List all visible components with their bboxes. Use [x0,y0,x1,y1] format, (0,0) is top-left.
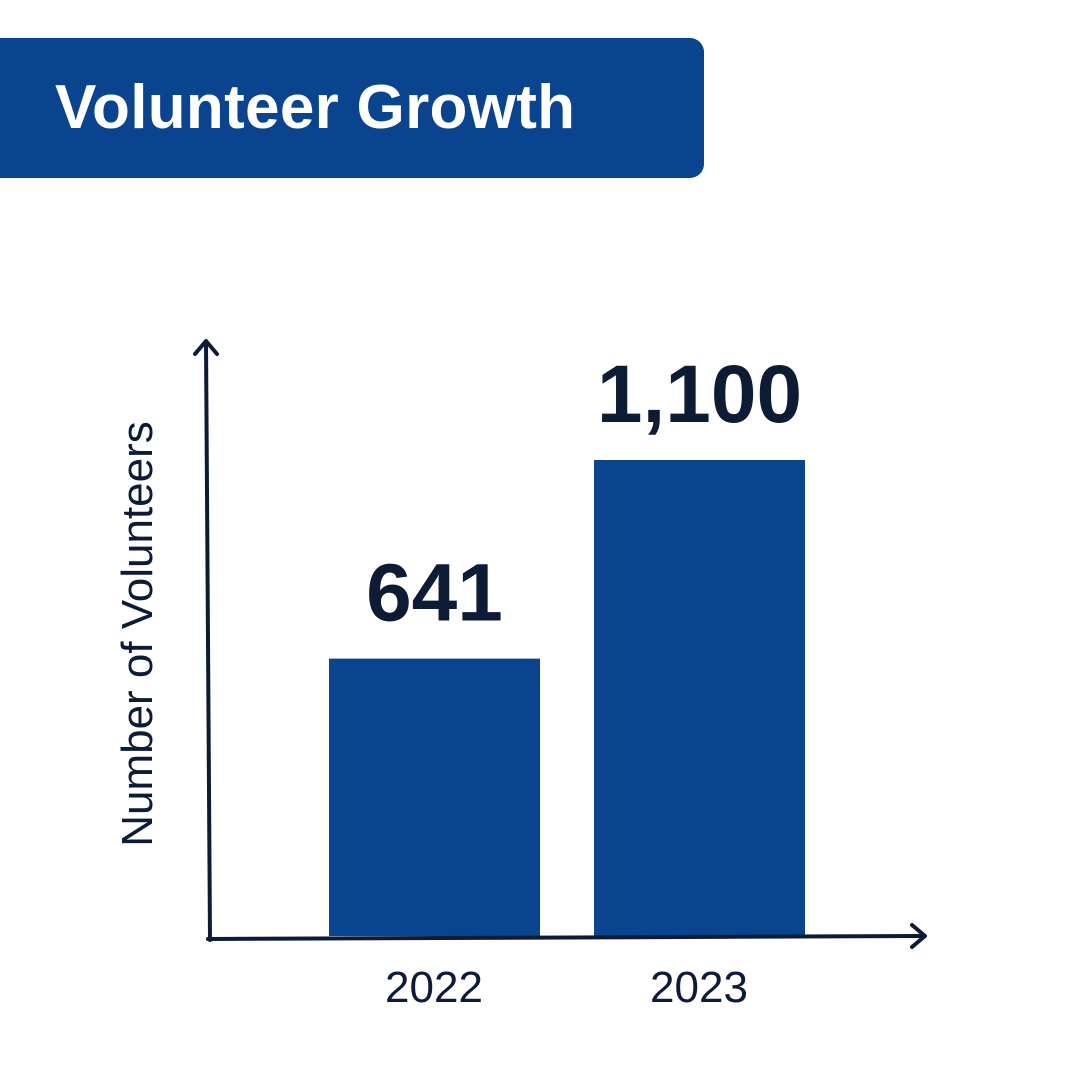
x-tick-label-2023: 2023 [650,963,748,1012]
x-tick-label-2022: 2022 [385,963,483,1012]
bar-2023 [594,460,805,936]
title-banner: Volunteer Growth [0,38,704,178]
data-label-2022: 641 [366,548,503,639]
labels-layer: 641 2022 1,100 2023 Number of Volunteers [113,349,802,1012]
x-axis-arrow [910,923,927,949]
y-axis-line [204,340,212,942]
x-axis-line [206,934,926,941]
chart-title: Volunteer Growth [55,73,576,142]
y-axis-title: Number of Volunteers [113,421,162,847]
y-axis-arrow [193,339,219,356]
bars-layer [329,460,805,936]
axes-layer [193,339,927,949]
bar-2022 [329,658,540,936]
data-label-2023: 1,100 [597,349,802,440]
